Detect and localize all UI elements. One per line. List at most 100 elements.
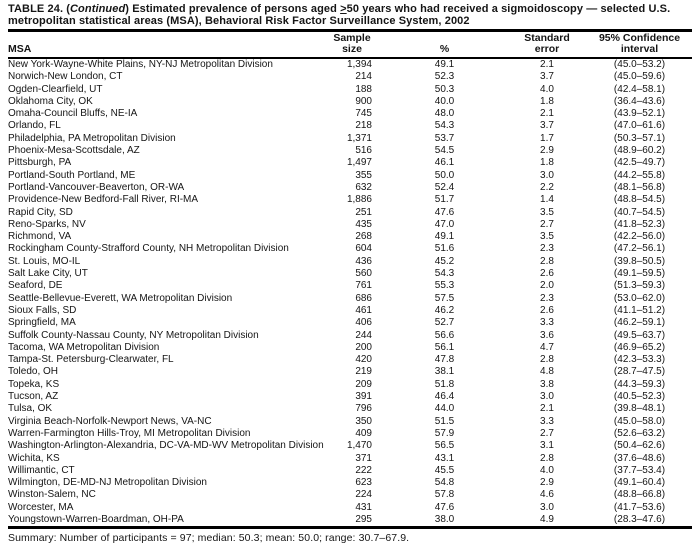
msa-cell: Reno-Sparks, NV (8, 218, 86, 230)
msa-cell: Omaha-Council Bluffs, NE-IA (8, 108, 138, 120)
sample-size-cell: 632 (355, 181, 372, 193)
table-row: Omaha-Council Bluffs, NE-IA 745 48.0 2.1… (8, 108, 692, 120)
document-page: TABLE 24. (Continued) Estimated prevalen… (8, 3, 692, 544)
confidence-interval-cell: (40.5–52.3) (613, 391, 666, 403)
percent-cell: 56.6 (434, 329, 455, 341)
confidence-interval-cell: (46.9–65.2) (613, 341, 666, 353)
table-row: Richmond, VA 268 49.1 3.5 (42.2–56.0) (8, 231, 692, 243)
sample-size-cell: 268 (355, 231, 372, 243)
sample-size-cell: 796 (355, 403, 372, 415)
msa-cell: Richmond, VA (8, 231, 72, 243)
percent-cell: 40.0 (434, 95, 455, 107)
sample-size-cell: 371 (355, 452, 372, 464)
standard-error-cell: 3.7 (540, 71, 554, 83)
msa-cell: Portland-Vancouver-Beaverton, OR-WA (8, 181, 185, 193)
percent-cell: 57.5 (434, 292, 455, 304)
standard-error-cell: 2.1 (540, 59, 554, 70)
percent-cell: 44.0 (434, 403, 455, 415)
confidence-interval-cell: (42.5–49.7) (613, 157, 666, 169)
table-row: Virginia Beach-Norfolk-Newport News, VA-… (8, 416, 692, 428)
msa-cell: Tucson, AZ (8, 391, 59, 403)
confidence-interval-cell: (40.7–54.5) (613, 206, 666, 218)
confidence-interval-cell: (49.1–59.5) (613, 268, 666, 280)
confidence-interval-cell: (46.2–59.1) (613, 317, 666, 329)
percent-cell: 50.0 (434, 169, 455, 181)
confidence-interval-cell: (48.8–54.5) (613, 194, 666, 206)
msa-cell: Wichita, KS (8, 452, 60, 464)
msa-cell: Seattle-Bellevue-Everett, WA Metropolita… (8, 292, 233, 304)
standard-error-cell: 3.7 (540, 120, 554, 132)
confidence-interval-cell: (36.4–43.6) (613, 95, 666, 107)
sample-size-cell: 461 (355, 304, 372, 316)
percent-cell: 49.1 (434, 59, 455, 70)
sample-size-cell: 224 (355, 489, 372, 501)
confidence-interval-cell: (53.0–62.0) (613, 292, 666, 304)
msa-cell: Ogden-Clearfield, UT (8, 83, 103, 95)
percent-cell: 45.2 (434, 255, 455, 267)
header-standard-error: Standard error (524, 32, 570, 55)
table-row: Rapid City, SD 251 47.6 3.5 (40.7–54.5) (8, 207, 692, 219)
msa-cell: Phoenix-Mesa-Scottsdale, AZ (8, 145, 140, 157)
standard-error-cell: 2.8 (540, 255, 554, 267)
confidence-interval-cell: (42.3–53.3) (613, 354, 666, 366)
standard-error-cell: 2.3 (540, 243, 554, 255)
table-row: Suffolk County-Nassau County, NY Metropo… (8, 330, 692, 342)
standard-error-cell: 1.8 (540, 157, 554, 169)
table-row: Seattle-Bellevue-Everett, WA Metropolita… (8, 293, 692, 305)
confidence-interval-cell: (42.4–58.1) (613, 83, 666, 95)
sample-size-cell: 251 (355, 206, 372, 218)
standard-error-cell: 3.0 (540, 169, 554, 181)
msa-cell: Pittsburgh, PA (8, 157, 72, 169)
msa-cell: Toledo, OH (8, 366, 59, 378)
standard-error-cell: 3.1 (540, 440, 554, 452)
percent-cell: 49.1 (434, 231, 455, 243)
header-sample-size: Sample size (333, 32, 371, 55)
table-row: Phoenix-Mesa-Scottsdale, AZ 516 54.5 2.9… (8, 145, 692, 157)
table-row: Topeka, KS 209 51.8 3.8 (44.3–59.3) (8, 379, 692, 391)
percent-cell: 54.5 (434, 145, 455, 157)
msa-cell: Youngstown-Warren-Boardman, OH-PA (8, 513, 184, 525)
percent-cell: 47.0 (434, 218, 455, 230)
confidence-interval-cell: (50.3–57.1) (613, 132, 666, 144)
msa-cell: St. Louis, MO-IL (8, 255, 81, 267)
confidence-interval-cell: (47.0–61.6) (613, 120, 666, 132)
standard-error-cell: 3.5 (540, 206, 554, 218)
msa-cell: Warren-Farmington Hills-Troy, MI Metropo… (8, 427, 251, 439)
standard-error-cell: 2.2 (540, 181, 554, 193)
table-row: Warren-Farmington Hills-Troy, MI Metropo… (8, 428, 692, 440)
percent-cell: 52.4 (434, 181, 455, 193)
table-row: Wichita, KS 371 43.1 2.8 (37.6–48.6) (8, 453, 692, 465)
table-body: New York-Wayne-White Plains, NY-NJ Metro… (8, 58, 692, 528)
table-row: Sioux Falls, SD 461 46.2 2.6 (41.1–51.2) (8, 305, 692, 317)
prevalence-table: MSA Sample size % Standard error 95% Con… (8, 29, 692, 530)
table-row: Youngstown-Warren-Boardman, OH-PA 295 38… (8, 514, 692, 528)
table-row: Toledo, OH 219 38.1 4.8 (28.7–47.5) (8, 366, 692, 378)
msa-cell: Washington-Arlington-Alexandria, DC-VA-M… (8, 440, 324, 452)
percent-cell: 46.2 (434, 304, 455, 316)
header-confidence-interval: 95% Confidence interval (598, 32, 681, 55)
msa-cell: Tulsa, OK (8, 403, 53, 415)
table-row: Ogden-Clearfield, UT 188 50.3 4.0 (42.4–… (8, 84, 692, 96)
sample-size-cell: 1,394 (346, 59, 372, 70)
standard-error-cell: 2.7 (540, 427, 554, 439)
table-row: Salt Lake City, UT 560 54.3 2.6 (49.1–59… (8, 268, 692, 280)
percent-cell: 45.5 (434, 464, 455, 476)
msa-cell: Oklahoma City, OK (8, 95, 93, 107)
sample-size-cell: 209 (355, 378, 372, 390)
percent-cell: 51.6 (434, 243, 455, 255)
sample-size-cell: 436 (355, 255, 372, 267)
msa-cell: Rockingham County-Strafford County, NH M… (8, 243, 289, 255)
sample-size-cell: 1,886 (346, 194, 372, 206)
percent-cell: 46.1 (434, 157, 455, 169)
sample-size-cell: 1,497 (346, 157, 372, 169)
percent-cell: 57.8 (434, 489, 455, 501)
header-percent: % (439, 43, 450, 55)
table-header: MSA Sample size % Standard error 95% Con… (8, 31, 692, 58)
standard-error-cell: 1.7 (540, 132, 554, 144)
table-row: Rockingham County-Strafford County, NH M… (8, 243, 692, 255)
table-row: Reno-Sparks, NV 435 47.0 2.7 (41.8–52.3) (8, 219, 692, 231)
percent-cell: 51.5 (434, 415, 455, 427)
sample-size-cell: 219 (355, 366, 372, 378)
standard-error-cell: 4.8 (540, 366, 554, 378)
table-row: New York-Wayne-White Plains, NY-NJ Metro… (8, 58, 692, 71)
